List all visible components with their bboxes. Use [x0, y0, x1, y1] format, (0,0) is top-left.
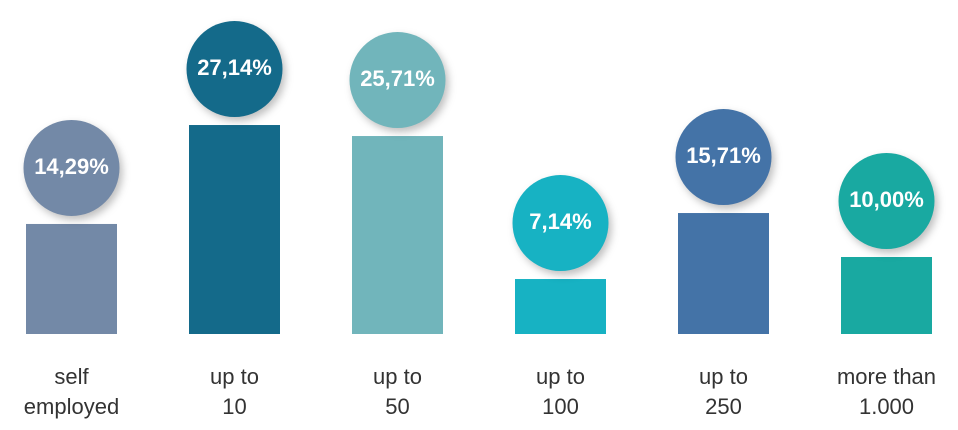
value-bubble — [349, 32, 446, 129]
bar — [841, 257, 932, 334]
value-bubble — [838, 153, 935, 249]
value-label: 25,71% — [360, 66, 435, 91]
bar — [189, 125, 280, 334]
value-label: 14,29% — [34, 154, 109, 179]
bar — [26, 223, 117, 334]
value-label: 10,00% — [849, 187, 924, 212]
bar — [352, 136, 443, 334]
category-label: up to 100 — [536, 364, 585, 419]
category-label: self employed — [23, 364, 120, 419]
category-label: up to 250 — [699, 364, 748, 419]
bar — [515, 279, 606, 334]
value-label: 15,71% — [686, 143, 761, 168]
value-bubble — [675, 109, 772, 206]
bar — [678, 213, 769, 334]
value-bubble — [186, 21, 283, 118]
category-label: up to 50 — [373, 364, 422, 419]
category-label: up to 10 — [210, 364, 259, 419]
category-label: more than 1.000 — [836, 364, 937, 419]
value-bubble — [23, 119, 120, 216]
value-bubble — [512, 175, 609, 272]
value-label: 7,14% — [529, 209, 591, 234]
value-label: 27,14% — [197, 55, 272, 80]
